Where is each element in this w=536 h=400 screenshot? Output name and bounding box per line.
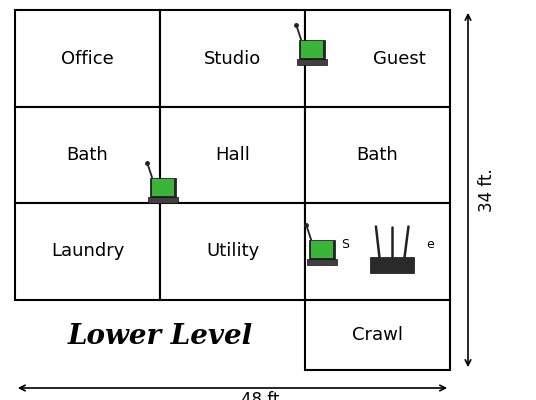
Bar bbox=[305, 203, 450, 300]
Bar bbox=[301, 41, 323, 58]
Text: 34 ft.: 34 ft. bbox=[478, 168, 496, 212]
Text: Guest: Guest bbox=[373, 50, 426, 68]
Text: Office: Office bbox=[61, 50, 114, 68]
Bar bbox=[148, 197, 178, 203]
Bar bbox=[305, 10, 450, 107]
Bar bbox=[305, 300, 450, 370]
Text: Hall: Hall bbox=[215, 146, 250, 164]
Text: Utility: Utility bbox=[206, 242, 259, 260]
Bar bbox=[297, 59, 327, 65]
Text: Laundry: Laundry bbox=[51, 242, 124, 260]
Text: Bath: Bath bbox=[356, 146, 398, 164]
Text: Lower Level: Lower Level bbox=[68, 324, 252, 350]
Bar bbox=[307, 259, 337, 265]
Bar bbox=[150, 178, 176, 197]
Bar bbox=[305, 107, 450, 203]
Bar bbox=[160, 107, 305, 203]
Text: Crawl: Crawl bbox=[352, 326, 403, 344]
Bar bbox=[310, 241, 333, 258]
Bar bbox=[15, 203, 160, 300]
Text: 48 ft.: 48 ft. bbox=[241, 391, 284, 400]
Bar bbox=[309, 240, 335, 259]
Bar bbox=[160, 10, 305, 107]
Text: Bath: Bath bbox=[66, 146, 108, 164]
Bar bbox=[299, 40, 325, 59]
Bar bbox=[160, 203, 305, 300]
Bar bbox=[15, 10, 160, 107]
Bar bbox=[15, 107, 160, 203]
Text: Studio: Studio bbox=[204, 50, 261, 68]
Bar bbox=[152, 179, 174, 196]
Text: e: e bbox=[426, 238, 434, 252]
Bar bbox=[370, 257, 414, 273]
Text: S: S bbox=[341, 238, 349, 252]
